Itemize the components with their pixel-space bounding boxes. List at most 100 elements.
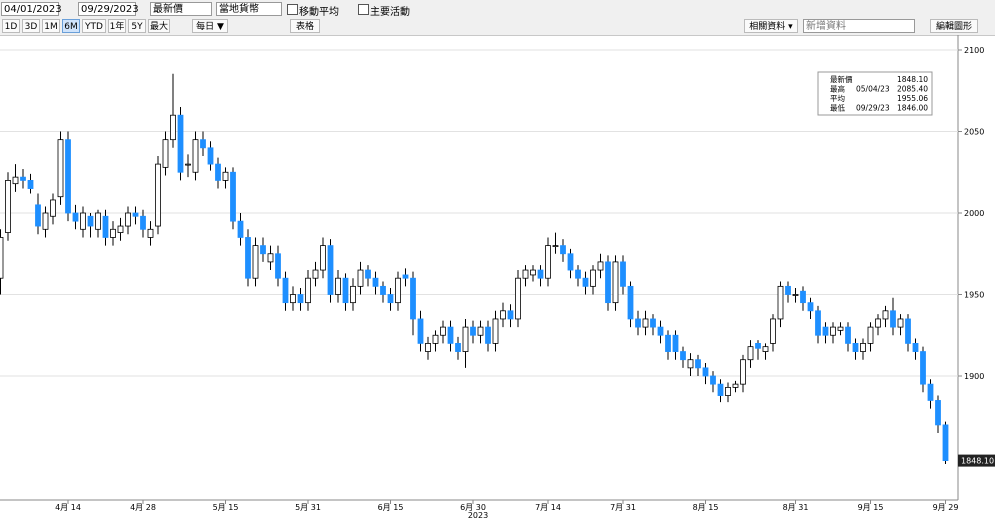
candle-body xyxy=(327,245,334,295)
candle-body xyxy=(387,294,394,304)
candle-body xyxy=(237,220,244,238)
period-button[interactable]: 1D xyxy=(2,19,20,33)
x-tick-label: 4月 28 xyxy=(130,503,156,512)
candle-body xyxy=(710,375,716,385)
candle-body xyxy=(590,269,596,287)
candle-body xyxy=(50,199,56,217)
candle-body xyxy=(0,237,4,279)
start-date[interactable]: 04/01/2023 xyxy=(1,2,62,16)
y-tick-label: 2000 xyxy=(964,209,984,218)
candle-body xyxy=(380,285,386,295)
candle-body xyxy=(927,383,934,401)
period-button[interactable]: 6M xyxy=(62,19,80,33)
candle-body xyxy=(612,261,619,304)
candle-body xyxy=(582,277,589,287)
candle-body xyxy=(155,163,161,227)
candle-body xyxy=(5,180,11,233)
candle-body xyxy=(657,326,664,336)
stats-value: 2085.40 xyxy=(897,85,928,94)
candle-body xyxy=(342,277,349,304)
stats-label: 最低 xyxy=(830,103,845,113)
x-tick-label: 8月 31 xyxy=(783,503,809,512)
candle-body xyxy=(365,269,371,279)
candle-body xyxy=(822,326,829,336)
moving-average[interactable]: 移動平均 xyxy=(299,7,339,18)
events[interactable]: 主要活動 xyxy=(370,7,410,18)
candle-body xyxy=(897,318,904,328)
candle-body xyxy=(290,294,296,304)
candle-body xyxy=(350,285,356,304)
candle-body xyxy=(912,343,919,352)
candle-body xyxy=(807,302,814,312)
frequency[interactable]: 每日 ▼ xyxy=(192,19,228,33)
candle-body xyxy=(665,334,671,352)
candle-body xyxy=(785,285,791,295)
candle-body xyxy=(447,326,454,344)
candle-body xyxy=(732,383,739,388)
candle-body xyxy=(140,215,146,230)
candle-body xyxy=(560,245,566,255)
candle-body xyxy=(695,359,701,369)
candle-body xyxy=(125,212,131,227)
table-button[interactable]: 表格 xyxy=(290,19,320,33)
x-tick-label: 5月 15 xyxy=(213,503,239,512)
candle-body xyxy=(260,245,266,255)
checkbox[interactable] xyxy=(358,4,369,15)
candle-body xyxy=(230,171,236,222)
stats-value: 1846.00 xyxy=(897,104,928,113)
candle-body xyxy=(102,215,109,238)
candle-body xyxy=(545,245,551,279)
checkbox[interactable] xyxy=(287,4,298,15)
candle-body xyxy=(597,261,604,271)
x-tick-label: 9月 29 xyxy=(933,503,959,512)
candle-body xyxy=(845,326,851,344)
candle-body xyxy=(425,343,431,352)
related-button[interactable]: 相關資料 ▾ xyxy=(744,19,798,33)
period-button[interactable]: 1年 xyxy=(108,19,126,33)
candle-body xyxy=(770,318,776,344)
y-tick-label: 1900 xyxy=(964,372,984,381)
candle-body xyxy=(717,383,724,396)
x-tick-label: 9月 15 xyxy=(858,503,884,512)
period-button[interactable]: 1M xyxy=(42,19,60,33)
candle-body xyxy=(492,318,499,344)
candle-body xyxy=(110,228,116,238)
y-tick-label: 1950 xyxy=(964,291,984,300)
candle-body xyxy=(200,139,206,149)
candle-body xyxy=(432,334,439,344)
candle-body xyxy=(567,253,574,271)
candle-body xyxy=(177,114,184,173)
candle-body xyxy=(890,310,896,328)
end-date[interactable]: 09/29/2023 xyxy=(78,2,139,16)
candle-body xyxy=(815,310,821,336)
period-button[interactable]: 5Y xyxy=(128,19,146,33)
stats-box xyxy=(817,71,933,116)
candle-body xyxy=(222,171,229,181)
candle-body xyxy=(920,351,926,385)
x-tick-label: 5月 31 xyxy=(295,503,321,512)
period-button[interactable]: 3D xyxy=(22,19,40,33)
candle-body xyxy=(935,400,941,426)
candle-body xyxy=(515,277,521,320)
candle-body xyxy=(455,343,461,352)
candle-body xyxy=(792,294,799,296)
candle-body xyxy=(762,346,769,352)
candle-body xyxy=(312,269,319,279)
candle-body xyxy=(335,277,341,295)
add-data[interactable]: 新增資料 xyxy=(803,19,915,33)
stats-label: 平均 xyxy=(830,93,845,103)
y-tick-label: 2100 xyxy=(964,46,984,55)
candle-body xyxy=(747,346,754,361)
candle-body xyxy=(777,285,784,320)
candle-body xyxy=(642,318,649,328)
candle-body xyxy=(372,277,379,287)
currency-select[interactable]: 當地貨幣 xyxy=(216,2,282,16)
edit-chart[interactable]: 編輯圖形 xyxy=(930,19,978,33)
field-select[interactable]: 最新價 xyxy=(150,2,212,16)
candle-body xyxy=(650,318,656,328)
period-button[interactable]: 最大 xyxy=(148,19,170,33)
period-button[interactable]: YTD xyxy=(82,19,106,33)
candle-body xyxy=(207,147,214,165)
candle-body xyxy=(800,290,806,304)
candle-body xyxy=(87,215,94,227)
